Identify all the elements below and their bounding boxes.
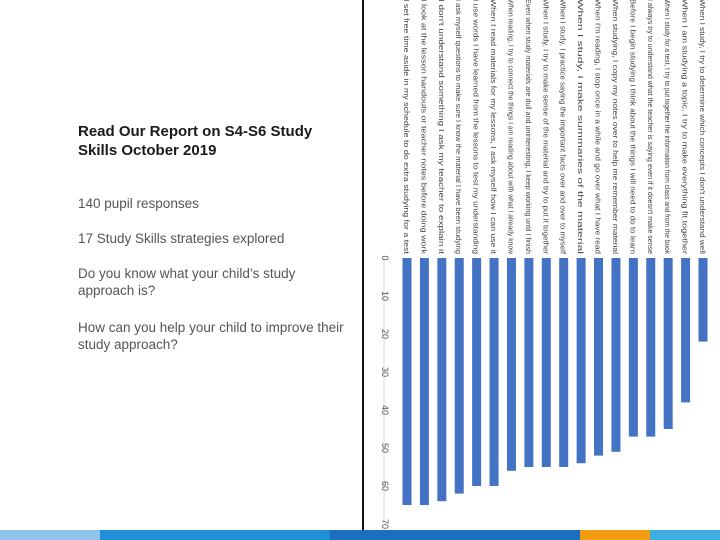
bar bbox=[663, 258, 673, 429]
footer-segment bbox=[580, 530, 650, 540]
slide-text-panel: Read Our Report on S4-S6 Study Skills Oc… bbox=[0, 0, 362, 530]
category-label: When I study, I try to determine which c… bbox=[698, 0, 707, 254]
value-tick-label: 0 bbox=[380, 255, 390, 260]
bar bbox=[594, 258, 604, 456]
bar bbox=[576, 258, 586, 464]
bar bbox=[611, 258, 621, 452]
category-label: I ask myself questions to make sure I kn… bbox=[454, 0, 463, 254]
category-label: When I study for a test, I try to put to… bbox=[663, 0, 672, 254]
footer-segment bbox=[330, 530, 580, 540]
category-label: I use words I have learned from the less… bbox=[472, 0, 481, 254]
category-label: When I study, I try to make sense of the… bbox=[541, 0, 550, 255]
category-label: When I am studying a topic, I try to mak… bbox=[681, 0, 690, 255]
bar bbox=[489, 258, 499, 486]
bar bbox=[419, 258, 429, 505]
bar bbox=[698, 258, 708, 342]
chart-svg: 0 10 20 30 40 50 60 70 I set free time aside in … bbox=[380, 0, 708, 529]
category-label: When I study, I make summaries of the ma… bbox=[576, 0, 585, 255]
bar bbox=[454, 258, 464, 494]
footer-segment bbox=[0, 530, 100, 540]
category-label: When I read materials for my lessons, I … bbox=[489, 0, 498, 255]
bar bbox=[402, 258, 412, 505]
question-study-approach: Do you know what your child’s study appr… bbox=[78, 266, 296, 298]
category-label: I don't understand something I ask my te… bbox=[437, 0, 446, 255]
bar bbox=[437, 258, 447, 502]
bar bbox=[646, 258, 656, 437]
study-skills-chart: 0 10 20 30 40 50 60 70 I set free time aside in … bbox=[364, 0, 720, 530]
bar bbox=[524, 258, 534, 467]
bar bbox=[472, 258, 482, 486]
footer-segment bbox=[650, 530, 720, 540]
value-tick-label: 10 bbox=[380, 291, 390, 301]
strategies-text: 17 Study Skills strategies explored bbox=[78, 231, 285, 246]
bar bbox=[506, 258, 516, 471]
bar bbox=[681, 258, 691, 403]
category-label: I always try to understand what the teac… bbox=[646, 0, 655, 254]
bar bbox=[628, 258, 638, 437]
footer-segment bbox=[100, 530, 330, 540]
category-label: When I'm reading, I stop once in a while… bbox=[594, 0, 603, 254]
category-label: I set free time aside in my schedule to … bbox=[402, 0, 411, 255]
value-tick-label: 50 bbox=[380, 443, 390, 453]
panel-divider bbox=[362, 0, 364, 530]
category-label: When I study, I practice saying the impo… bbox=[559, 0, 568, 255]
category-label: When reading, I try to connect the thing… bbox=[506, 0, 515, 255]
slide-title: Read Our Report on S4-S6 Study Skills Oc… bbox=[78, 123, 313, 159]
value-tick-label: 40 bbox=[380, 405, 390, 415]
responses-text: 140 pupil responses bbox=[78, 196, 199, 211]
category-label: Before I begin studying I think about th… bbox=[628, 0, 637, 254]
value-tick-label: 30 bbox=[380, 367, 390, 377]
value-tick-label: 20 bbox=[380, 329, 390, 339]
category-label: I look at the lesson handouts or teacher… bbox=[419, 0, 428, 254]
bar bbox=[559, 258, 569, 467]
value-tick-label: 60 bbox=[380, 481, 390, 491]
value-tick-label: 70 bbox=[380, 519, 390, 529]
category-label: When studying, I copy my notes over to h… bbox=[611, 0, 620, 254]
footer-color-bar bbox=[0, 530, 720, 540]
bar bbox=[541, 258, 551, 467]
question-improve: How can you help your child to improve t… bbox=[78, 320, 344, 352]
category-label: Even when study materials are dull and u… bbox=[524, 0, 533, 254]
